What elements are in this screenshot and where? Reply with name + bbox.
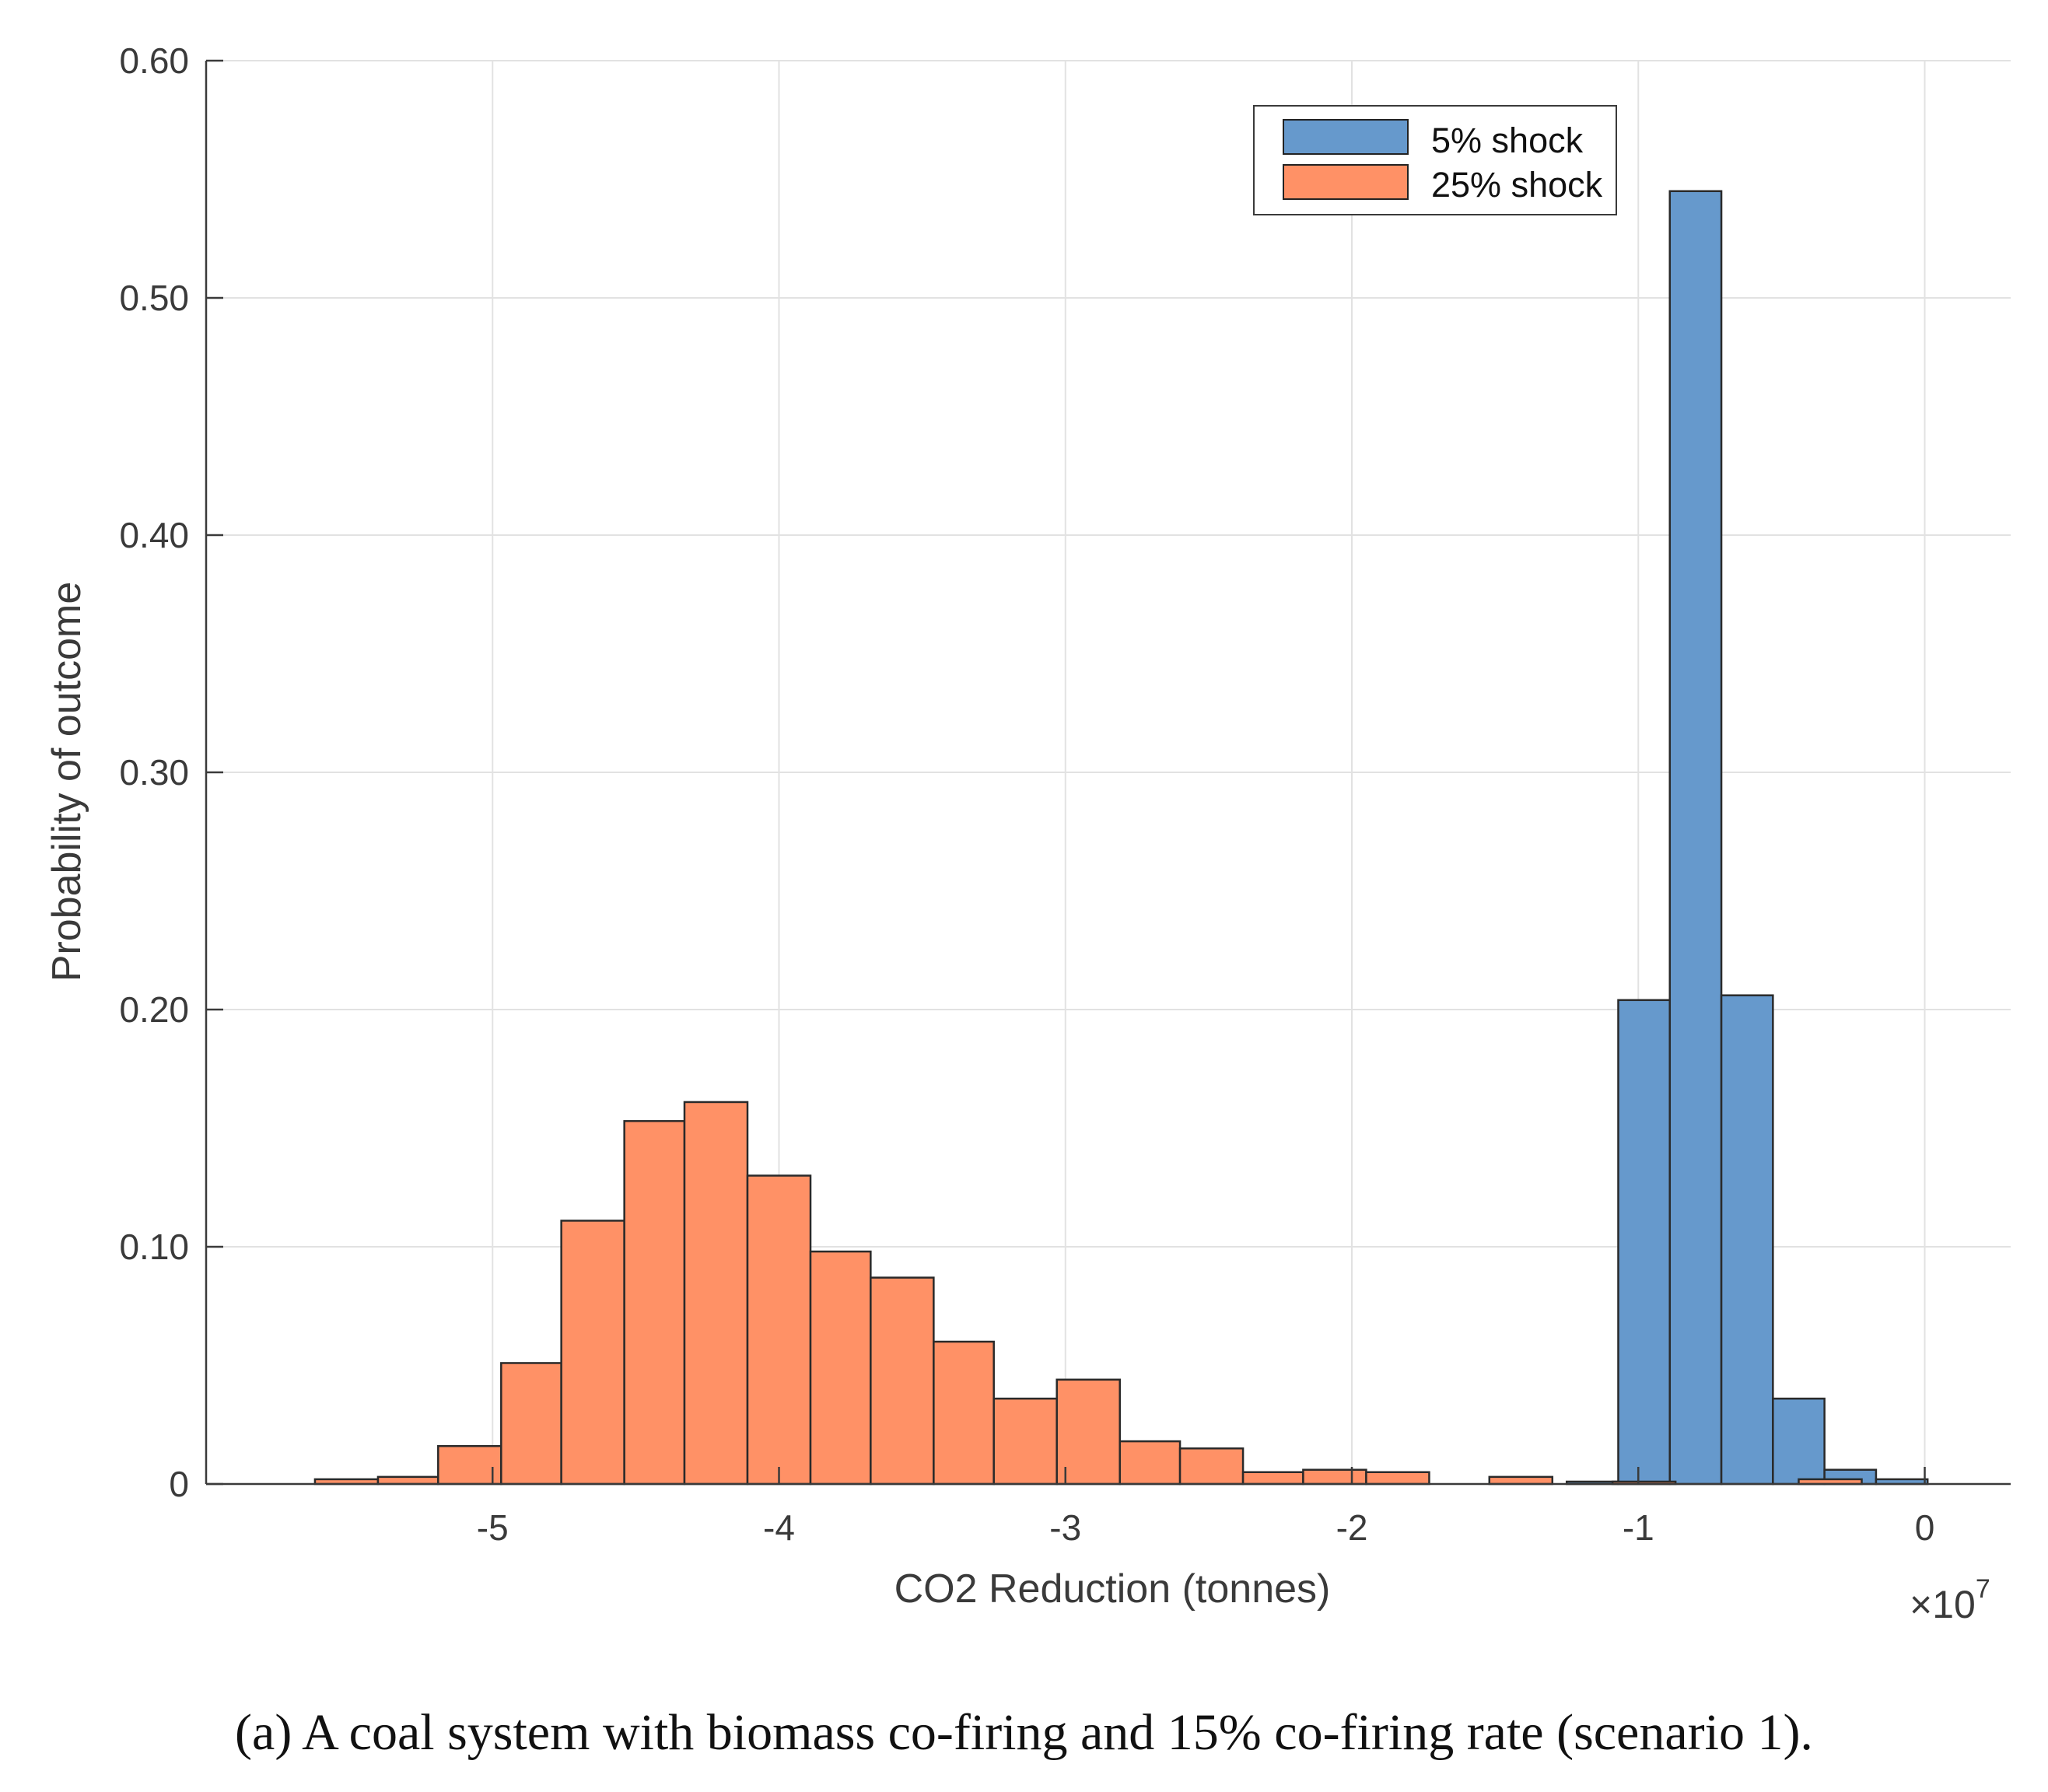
bar-25pct-12	[1056, 1378, 1121, 1486]
bar-25pct-5	[623, 1120, 686, 1486]
legend-swatch-5pct	[1283, 119, 1409, 155]
x-axis-exponent-base: ×10	[1910, 1583, 1976, 1626]
y-tick-label: 0.60	[119, 40, 189, 81]
x-tick-label: -4	[763, 1507, 795, 1548]
bar-25pct-3	[500, 1362, 562, 1486]
y-tick-label: 0.10	[119, 1227, 189, 1267]
bar-25pct-10	[933, 1340, 995, 1486]
bar-25pct-11	[992, 1397, 1058, 1486]
x-tick-label: -1	[1623, 1507, 1654, 1548]
legend-swatch-25pct	[1283, 164, 1409, 200]
bar-25pct-19	[1488, 1475, 1554, 1486]
grid-lines	[206, 60, 2011, 1485]
legend-label-25pct: 25% shock	[1431, 165, 1603, 205]
bar-25pct-8	[809, 1250, 872, 1486]
histogram-bars	[313, 190, 1929, 1486]
bar-25pct-7	[746, 1174, 812, 1486]
bar-25pct-6	[683, 1101, 749, 1486]
legend: 5% shock 25% shock	[1253, 105, 1617, 215]
y-tick-label: 0.50	[119, 278, 189, 318]
bar-5pct-3	[1720, 994, 1774, 1486]
axes: 0 0.10 0.20 0.30 0.40 0.50 0.60 -5 -4 -3 -2 -1 0	[119, 40, 2011, 1548]
bar-25pct-17	[1365, 1471, 1430, 1486]
bar-25pct-16	[1302, 1468, 1367, 1486]
x-axis-title: CO2 Reduction (tonnes)	[894, 1566, 1331, 1612]
figure-caption: (a) A coal system with biomass co-firing…	[235, 1704, 1813, 1761]
bar-25pct-13	[1119, 1440, 1182, 1486]
y-tick-label: 0	[169, 1464, 189, 1504]
y-axis-title: Probability of outcome	[44, 582, 89, 982]
bar-5pct-4	[1772, 1397, 1826, 1486]
x-axis-exponent: ×107	[1910, 1574, 1990, 1626]
y-tick-label: 0.40	[119, 515, 189, 555]
y-tick-label: 0.20	[119, 989, 189, 1030]
x-tick-label: -5	[477, 1507, 509, 1548]
bar-5pct-1	[1617, 999, 1672, 1486]
y-tick-label: 0.30	[119, 752, 189, 793]
bar-25pct-1	[376, 1475, 439, 1486]
bar-5pct-2	[1668, 190, 1723, 1486]
legend-label-5pct: 5% shock	[1431, 121, 1584, 160]
x-axis-exponent-power: 7	[1976, 1574, 1990, 1604]
x-tick-label: 0	[1915, 1507, 1935, 1548]
bar-25pct-9	[870, 1276, 935, 1486]
bar-25pct-15	[1241, 1471, 1304, 1486]
x-tick-label: -2	[1336, 1507, 1368, 1548]
bar-25pct-4	[560, 1220, 625, 1486]
bar-25pct-14	[1178, 1447, 1245, 1486]
x-tick-label: -3	[1049, 1507, 1081, 1548]
